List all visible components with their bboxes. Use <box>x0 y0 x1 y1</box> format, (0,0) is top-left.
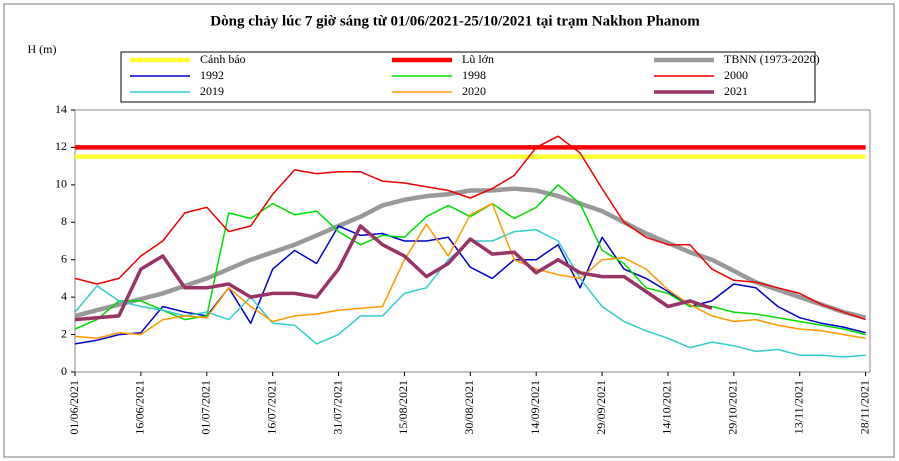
y-tick-label: 10 <box>55 177 67 191</box>
y-tick-label: 12 <box>55 139 67 153</box>
x-tick-label: 01/06/2021 <box>67 380 81 435</box>
y-tick-label: 2 <box>61 326 67 340</box>
legend-label: Cảnh báo <box>200 52 246 66</box>
legend-label: 1992 <box>200 68 224 82</box>
y-tick-label: 14 <box>55 102 67 116</box>
y-tick-label: 0 <box>61 364 67 378</box>
plot-area <box>74 109 871 373</box>
legend-label: Lũ lớn <box>462 52 494 66</box>
series-line <box>74 135 866 321</box>
frame <box>3 3 895 458</box>
legend-label: 2021 <box>724 84 748 98</box>
series-line <box>74 202 866 340</box>
series-line <box>74 224 713 322</box>
x-tick-label: 30/08/2021 <box>462 380 476 435</box>
x-tick-label: 14/10/2021 <box>660 380 674 435</box>
x-tick-label: 29/10/2021 <box>726 380 740 435</box>
x-tick-label: 15/08/2021 <box>396 380 410 435</box>
x-tick-label: 31/07/2021 <box>330 380 344 435</box>
legend-label: 2020 <box>462 84 486 98</box>
x-tick-label: 29/09/2021 <box>594 380 608 435</box>
x-tick-label: 16/07/2021 <box>264 380 278 435</box>
x-tick-label: 01/07/2021 <box>199 380 213 435</box>
y-tick-label: 4 <box>61 289 67 303</box>
series-line <box>74 184 866 336</box>
x-tick-label: 14/09/2021 <box>528 380 542 435</box>
series-line <box>74 229 866 358</box>
legend-label: 1998 <box>462 68 486 82</box>
legend-label: 2000 <box>724 68 748 82</box>
y-tick-label: 6 <box>61 251 67 265</box>
x-tick-label: 16/06/2021 <box>133 380 147 435</box>
legend-label: 2019 <box>200 84 224 98</box>
y-axis-label: H (m) <box>28 42 57 56</box>
series-line <box>74 186 867 320</box>
x-tick-label: 28/11/2021 <box>857 380 871 434</box>
legend-label: TBNN (1973-2020) <box>724 52 820 66</box>
y-tick-label: 8 <box>61 214 67 228</box>
chart-title: Dòng chảy lúc 7 giờ sáng từ 01/06/2021-2… <box>210 13 700 29</box>
x-tick-label: 13/11/2021 <box>791 380 805 434</box>
